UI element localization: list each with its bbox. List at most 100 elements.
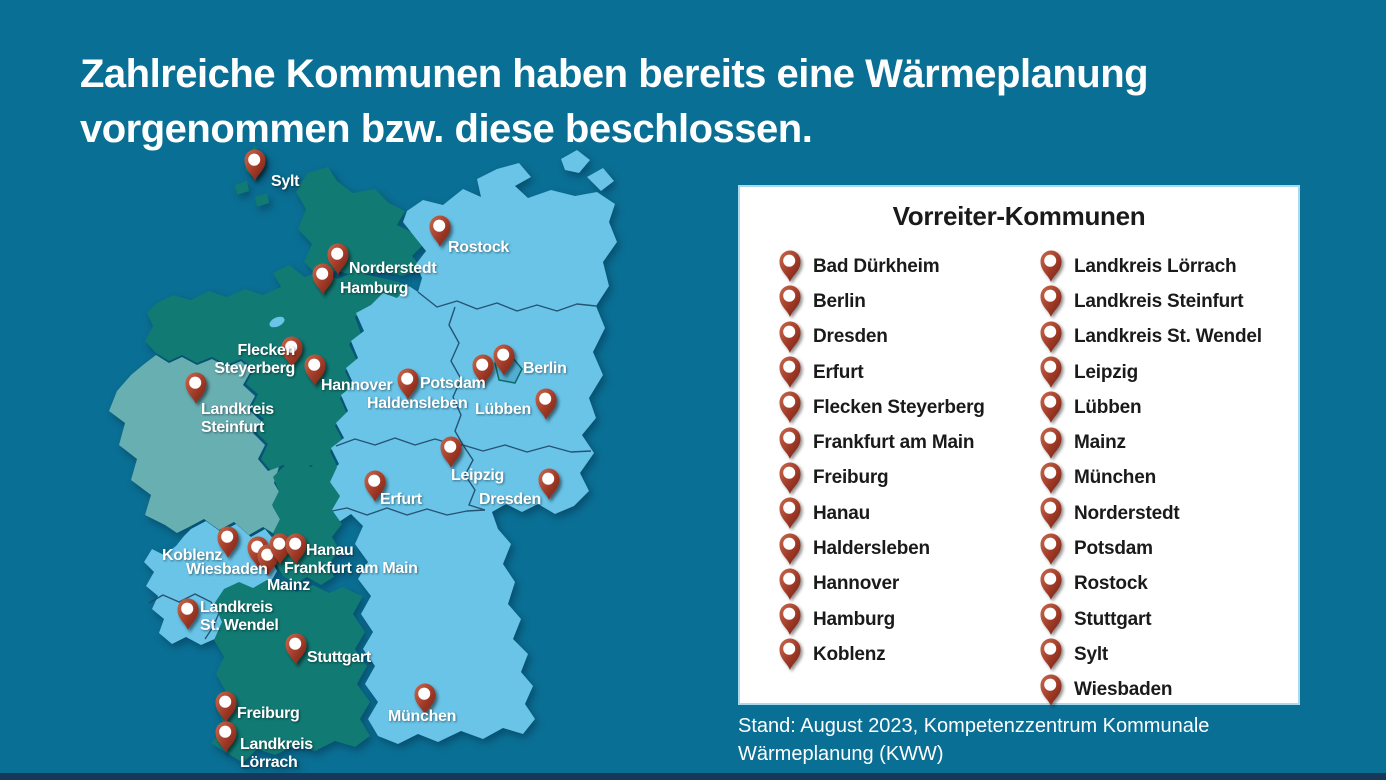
panel-item: Haldersleben <box>778 531 985 566</box>
map-pin-label: Rostock <box>448 239 509 256</box>
state-border-saarland <box>148 593 220 640</box>
headline-line1: Zahlreiche Kommunen haben bereits eine W… <box>80 52 1149 96</box>
map-pin-label: Berlin <box>523 360 567 377</box>
panel-item: Leipzig <box>1039 355 1262 390</box>
map-pin-label: Koblenz <box>162 547 222 564</box>
panel-item: Bad Dürkheim <box>778 249 985 284</box>
panel-item: Hanau <box>778 496 985 531</box>
location-pin-icon <box>779 497 801 530</box>
map-pin-label: Landkreis Steinfurt <box>201 401 274 436</box>
map-pin-label: München <box>388 708 456 725</box>
location-pin-icon <box>1040 674 1062 706</box>
location-pin-icon <box>1040 638 1062 671</box>
vorreiter-panel: Vorreiter-Kommunen Bad Dürkheim Berlin Dre… <box>738 185 1300 708</box>
panel-item: München <box>1039 461 1262 496</box>
state-east-block-and-bavaria <box>315 163 617 744</box>
panel-item-label: Sylt <box>1074 643 1109 665</box>
headline: Zahlreiche Kommunen haben bereits eine W… <box>80 47 1320 157</box>
panel-item: Erfurt <box>778 355 985 390</box>
map-pin-label: Haldensleben <box>367 395 467 412</box>
map-pin-label: Flecken Steyerberg <box>214 342 295 377</box>
map-pin-label: Hamburg <box>340 280 408 297</box>
location-pin-icon <box>779 356 801 389</box>
location-pin-icon <box>779 250 801 283</box>
panel-item-label: Hamburg <box>813 608 895 630</box>
panel-item-label: Landkreis Steinfurt <box>1074 290 1244 312</box>
location-pin-icon <box>1040 497 1062 530</box>
panel-title: Vorreiter-Kommunen <box>892 201 1146 231</box>
map-pin-label: Lübben <box>475 401 531 418</box>
panel-item-label: Lübben <box>1074 396 1142 418</box>
map-pin-label: Stuttgart <box>307 649 372 666</box>
panel-item: Landkreis Lörrach <box>1039 249 1262 284</box>
panel-item-label: Freiburg <box>813 467 889 489</box>
state-baden-wuerttemberg <box>211 580 370 763</box>
panel-item-label: Landkreis St. Wendel <box>1074 326 1262 348</box>
panel-item: Berlin <box>778 284 985 319</box>
headline-line2: vorgenommen bzw. diese beschlossen. <box>80 107 813 151</box>
panel-item: Potsdam <box>1039 531 1262 566</box>
panel-item: Norderstedt <box>1039 496 1262 531</box>
panel-item-label: Erfurt <box>813 361 864 383</box>
panel-item: Lübben <box>1039 390 1262 425</box>
panel-item: Mainz <box>1039 425 1262 460</box>
map-pin-label: Mainz <box>267 577 310 594</box>
panel-item: Sylt <box>1039 637 1262 672</box>
state-borders <box>326 291 597 516</box>
map-pin-label: Sylt <box>271 173 300 190</box>
panel-item-label: Hanau <box>813 502 871 524</box>
panel-item-label: Flecken Steyerberg <box>813 396 985 418</box>
map-pin-label: Frankfurt am Main <box>284 560 418 577</box>
map-pin-icon <box>244 149 266 181</box>
panel-item-label: Bad Dürkheim <box>813 255 940 277</box>
panel-item: Landkreis St. Wendel <box>1039 320 1262 355</box>
location-pin-icon <box>779 391 801 424</box>
location-pin-icon <box>1040 603 1062 636</box>
panel-item: Hannover <box>778 567 985 602</box>
germany-map: Sylt Rostock Norderstedt Hamburg Flecken Stey… <box>85 115 625 775</box>
panel-item-label: Hannover <box>813 573 900 595</box>
panel-item: Hamburg <box>778 602 985 637</box>
map-pin-label: Dresden <box>479 491 541 508</box>
lake-steinhuder-meer <box>269 316 285 328</box>
location-pin-icon <box>1040 391 1062 424</box>
location-pin-icon <box>1040 533 1062 565</box>
location-pin-icon <box>779 568 801 600</box>
location-pin-icon <box>1040 321 1062 353</box>
panel-item-label: Haldersleben <box>813 538 930 560</box>
panel-item-label: Potsdam <box>1074 538 1153 560</box>
location-pin-icon <box>779 462 801 494</box>
panel-item-label: Landkreis Lörrach <box>1074 255 1237 277</box>
panel-column-left: Bad Dürkheim Berlin Dresden Erfurt Flecken S… <box>778 249 985 673</box>
state-niedersachsen <box>145 265 413 473</box>
panel-item-label: Berlin <box>813 290 866 312</box>
location-pin-icon <box>779 603 801 636</box>
location-pin-icon <box>1040 250 1062 283</box>
panel-item: Koblenz <box>778 637 985 672</box>
panel-item-label: Leipzig <box>1074 361 1139 383</box>
panel-item-label: Norderstedt <box>1074 502 1180 524</box>
panel-column-right: Landkreis Lörrach Landkreis Steinfurt Land… <box>1039 249 1262 708</box>
footer-strip <box>0 773 1386 780</box>
location-pin-icon <box>1040 568 1062 600</box>
panel-item-label: Koblenz <box>813 643 886 665</box>
panel-item: Rostock <box>1039 567 1262 602</box>
map-pin-label: Hanau <box>306 542 353 559</box>
map-pin-label: Freiburg <box>237 705 300 722</box>
map-pin-label: Leipzig <box>451 467 504 484</box>
panel-item-label: Rostock <box>1074 573 1148 595</box>
map-pin-label: Landkreis Lörrach <box>240 736 313 771</box>
map-pin-label: Landkreis St. Wendel <box>200 599 279 634</box>
map-pin-label: Erfurt <box>380 491 423 508</box>
panel-item: Frankfurt am Main <box>778 425 985 460</box>
location-pin-icon <box>779 321 801 353</box>
labels-layer: Sylt Rostock Norderstedt Hamburg Flecken Stey… <box>162 173 567 771</box>
panel-item: Dresden <box>778 320 985 355</box>
panel-item-label: Wiesbaden <box>1074 679 1173 701</box>
panel-item: Flecken Steyerberg <box>778 390 985 425</box>
map-pin-label: Wiesbaden <box>186 561 268 578</box>
location-pin-icon <box>1040 285 1062 318</box>
panel-item-label: Stuttgart <box>1074 608 1152 630</box>
location-pin-icon <box>779 285 801 318</box>
island-ruegen <box>561 150 614 191</box>
